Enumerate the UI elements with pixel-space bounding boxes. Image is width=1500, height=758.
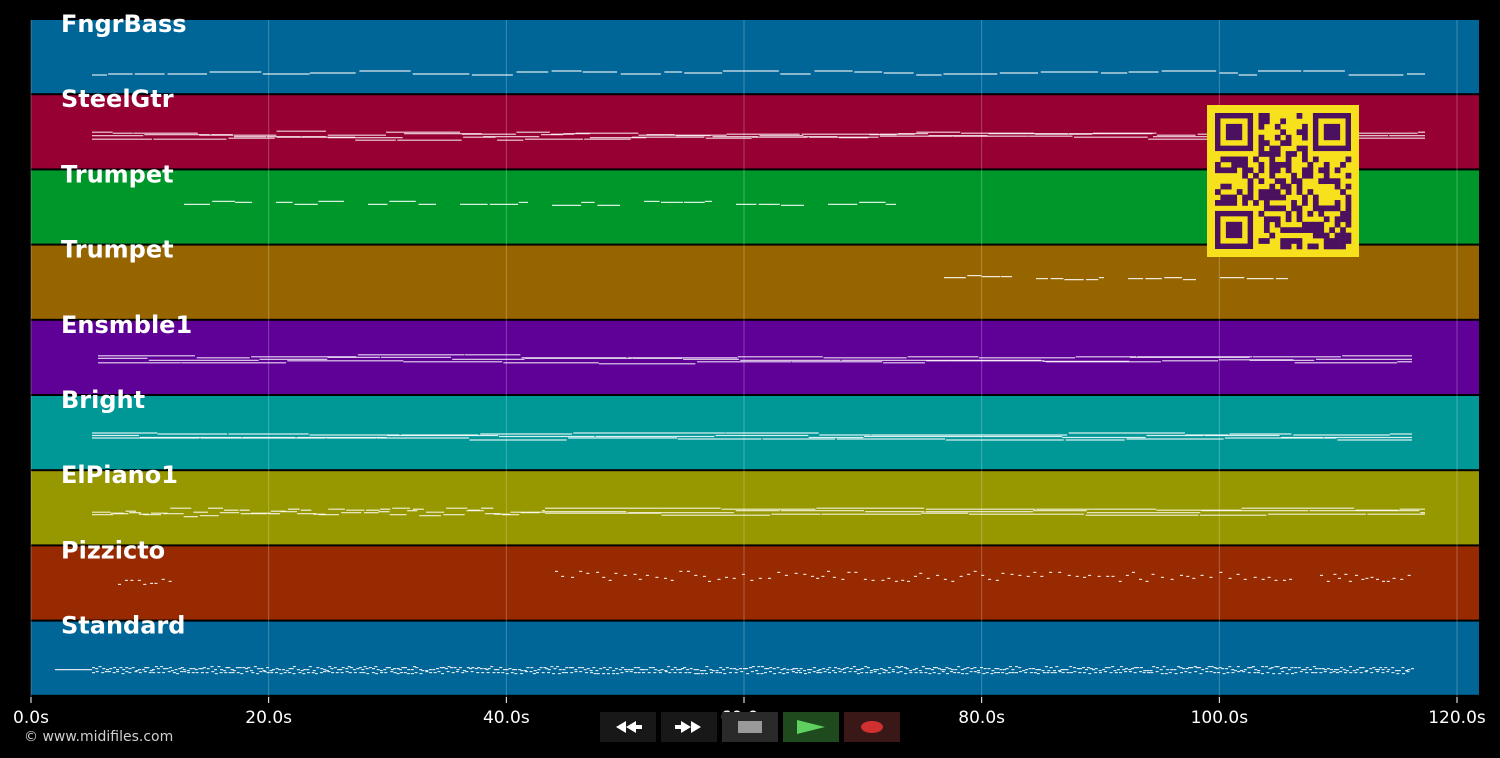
track-label: ElPiano1: [61, 461, 178, 489]
stop-icon: [738, 721, 762, 733]
play-icon: [797, 720, 825, 734]
tick-label: 20.0s: [245, 708, 292, 728]
track-label: Trumpet: [61, 236, 174, 264]
track-label: SteelGtr: [61, 85, 174, 113]
tick-label: 0.0s: [13, 708, 49, 728]
note-cluster: [92, 665, 1414, 672]
track-label: Trumpet: [61, 160, 174, 188]
track-lane: [31, 546, 1479, 620]
track-lane: [31, 20, 1479, 94]
copyright-text: © www.midifiles.com: [24, 729, 174, 745]
note-cluster: [92, 70, 1425, 76]
note-cluster: [92, 130, 1425, 141]
note-cluster: [184, 200, 252, 205]
play-button[interactable]: [783, 712, 839, 742]
note-cluster: [92, 670, 1410, 675]
track-label: Bright: [61, 386, 145, 414]
note-cluster: [92, 507, 545, 518]
transport-controls: [600, 712, 905, 742]
note-cluster: [98, 354, 1412, 365]
qr-code: [1207, 105, 1359, 257]
tick-label: 100.0s: [1191, 708, 1249, 728]
track-lane: [31, 471, 1479, 545]
note-cluster: [555, 570, 1293, 583]
note-cluster: [92, 432, 1412, 441]
note-cluster: [1320, 573, 1411, 583]
track-lane: [31, 621, 1479, 695]
note-cluster: [828, 201, 896, 205]
note-cluster: [118, 578, 172, 586]
rewind-icon: [616, 721, 642, 733]
note-cluster: [644, 200, 712, 203]
track-lane: [31, 245, 1479, 319]
tick-label: 80.0s: [958, 708, 1005, 728]
record-button[interactable]: [844, 712, 900, 742]
track-label: Standard: [61, 612, 185, 640]
fast-forward-button[interactable]: [661, 712, 717, 742]
note-cluster: [736, 203, 804, 206]
track-label: FngrBass: [61, 10, 187, 38]
note-cluster: [460, 201, 528, 205]
note-cluster: [276, 200, 344, 205]
tick-label: 40.0s: [483, 708, 530, 728]
note-cluster: [545, 507, 1425, 516]
note-cluster: [944, 275, 1012, 279]
stop-button[interactable]: [722, 712, 778, 742]
tick-label: 120.0s: [1428, 708, 1486, 728]
note-cluster: [1128, 277, 1196, 281]
track-label: Pizzicto: [61, 536, 165, 564]
note-cluster: [552, 201, 620, 206]
note-cluster: [1220, 277, 1288, 280]
rewind-button[interactable]: [600, 712, 656, 742]
fast-forward-icon: [675, 721, 701, 733]
record-icon: [861, 721, 883, 733]
note-cluster: [368, 200, 436, 205]
note-cluster: [1036, 277, 1104, 281]
track-label: Ensmble1: [61, 311, 192, 339]
